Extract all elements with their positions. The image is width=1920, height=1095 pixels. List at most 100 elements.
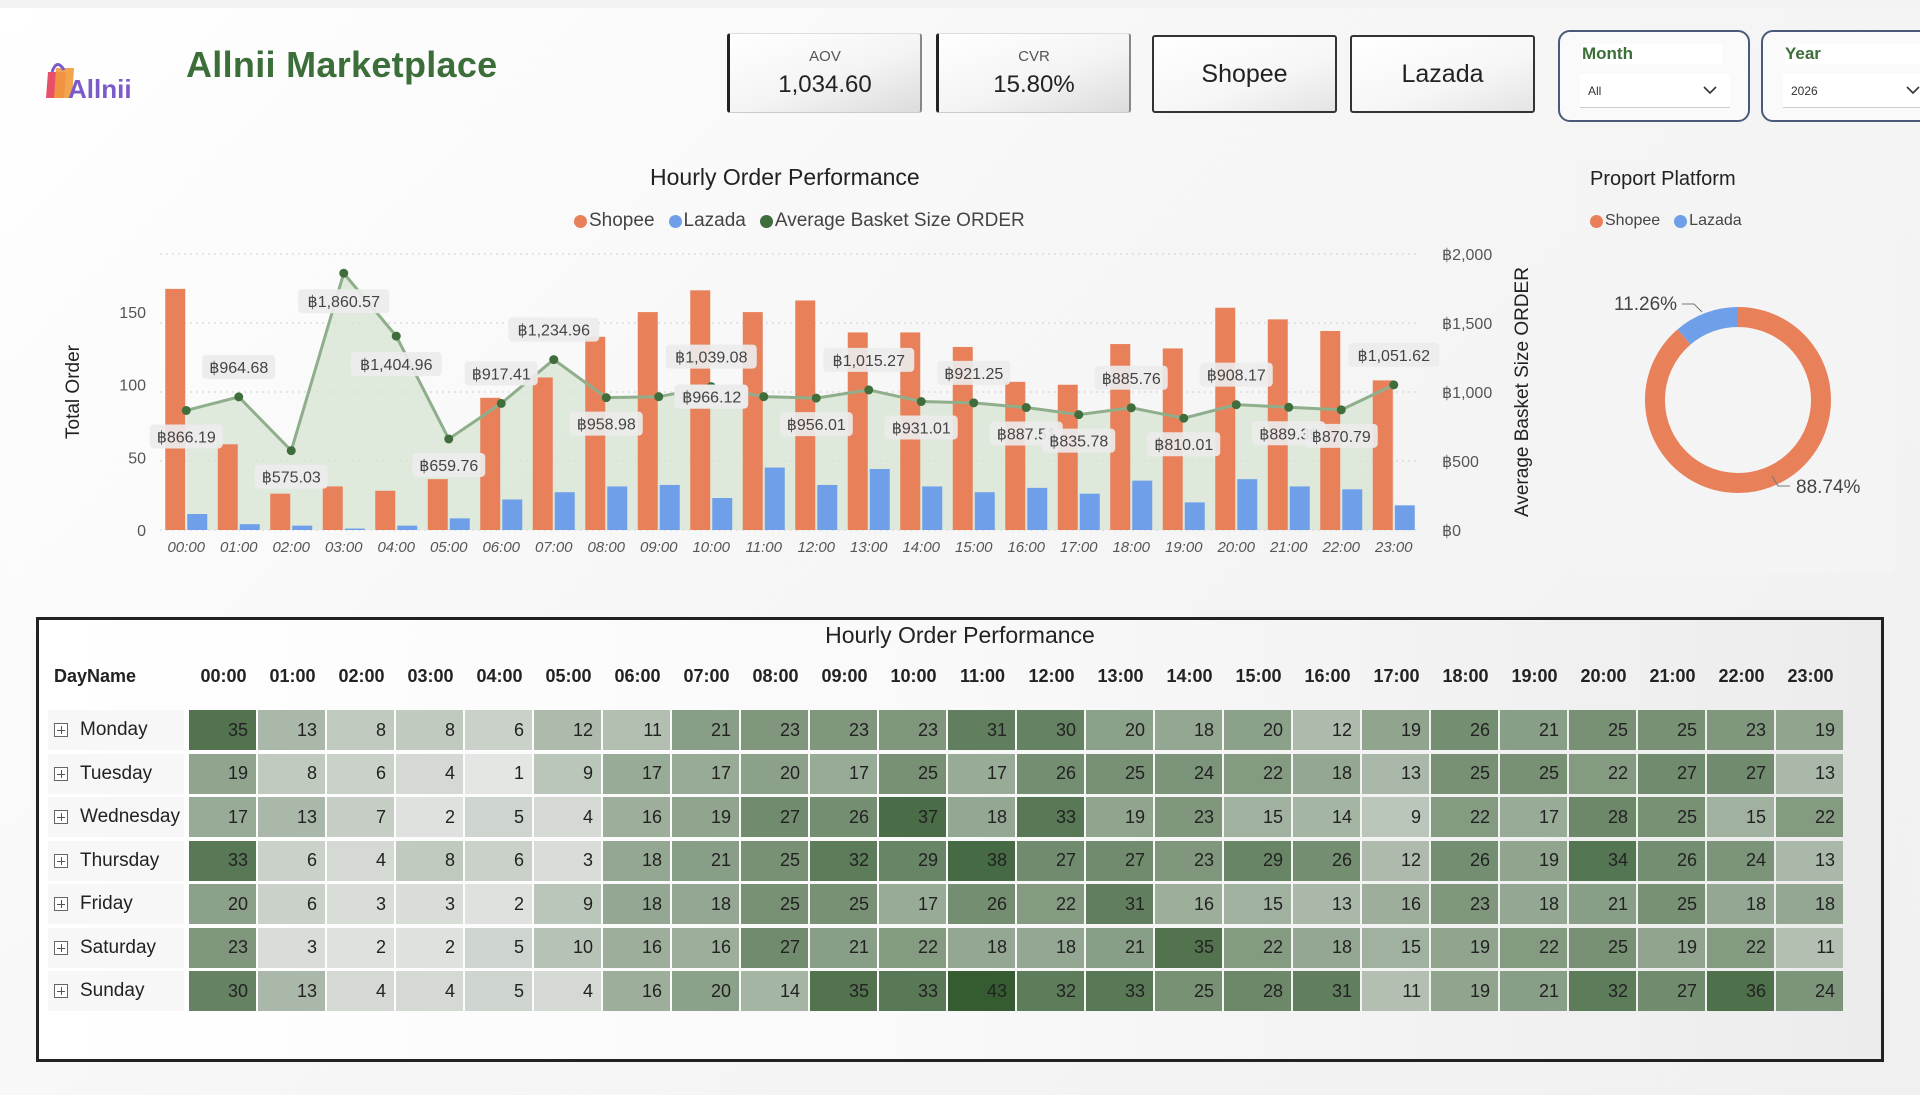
x-tick-label: 14:00 (902, 539, 940, 556)
matrix-column-header[interactable]: 23:00 (1787, 665, 1834, 686)
matrix-cell: 5 (465, 971, 532, 1011)
bar-shopee (427, 479, 448, 530)
basket-label-bg (1042, 428, 1116, 453)
basket-point (1336, 405, 1346, 415)
matrix-column-header[interactable]: 07:00 (683, 665, 730, 686)
matrix-cell: 25 (1638, 797, 1705, 837)
matrix-cell: 19 (1086, 797, 1153, 837)
matrix-cell: 31 (1086, 884, 1153, 924)
matrix-cell: 17 (672, 753, 739, 794)
matrix-cell: 27 (741, 797, 808, 837)
expand-plus-icon[interactable] (54, 723, 68, 737)
matrix-cell: 22 (1224, 753, 1291, 794)
matrix-cell: 26 (1293, 840, 1360, 881)
matrix-cell: 22 (1500, 927, 1567, 968)
kpi-value: 1,034.60 (778, 71, 872, 98)
matrix-column-header[interactable]: 13:00 (1097, 665, 1144, 686)
basket-data-label: ฿964.68 (209, 360, 268, 377)
bar-lazada (974, 492, 995, 530)
matrix-cell: 4 (534, 971, 601, 1011)
expand-plus-icon[interactable] (54, 984, 68, 998)
expand-plus-icon[interactable] (54, 897, 68, 911)
legend-item-lazada[interactable]: Lazada (668, 210, 746, 232)
matrix-column-header[interactable]: 12:00 (1028, 665, 1075, 686)
matrix-column-header[interactable]: 20:00 (1580, 665, 1627, 686)
matrix-cell: 25 (810, 884, 877, 924)
matrix-column-header[interactable]: 01:00 (269, 665, 316, 686)
matrix-column-header[interactable]: 15:00 (1235, 665, 1282, 686)
expand-plus-icon[interactable] (54, 766, 68, 781)
combo-chart-title: Hourly Order Performance (650, 164, 920, 190)
matrix-cell: 19 (1500, 840, 1567, 881)
basket-label-bg (1199, 362, 1273, 387)
expand-plus-icon[interactable] (54, 853, 68, 868)
matrix-cell: 7 (327, 797, 394, 837)
matrix-cell: 4 (327, 971, 394, 1011)
matrix-column-header[interactable]: 22:00 (1718, 665, 1765, 686)
matrix-column-header[interactable]: 09:00 (821, 665, 868, 686)
matrix-column-header[interactable]: 03:00 (407, 665, 454, 686)
basket-data-label: ฿1,860.57 (308, 294, 381, 311)
basket-label-bg (1348, 342, 1440, 367)
basket-point (916, 397, 926, 407)
matrix-cell: 10 (534, 927, 601, 968)
y-tick-label: 150 (119, 305, 146, 322)
lazada-button[interactable]: Lazada (1350, 35, 1535, 113)
matrix-cell: 23 (189, 927, 256, 968)
matrix-column-header[interactable]: 19:00 (1511, 665, 1558, 686)
matrix-column-header[interactable]: 16:00 (1304, 665, 1351, 686)
matrix-column-header[interactable]: 02:00 (338, 665, 385, 686)
top-border (0, 0, 1920, 8)
shopee-button[interactable]: Shopee (1152, 35, 1337, 113)
matrix-cell: 21 (810, 927, 877, 968)
matrix-cell: 19 (1431, 971, 1498, 1011)
legend-item-basket[interactable]: Average Basket Size ORDER (759, 210, 1025, 232)
matrix-column-header[interactable]: 06:00 (614, 665, 661, 686)
year-dropdown[interactable]: 2026 (1783, 74, 1920, 108)
basket-point (811, 393, 821, 403)
matrix-column-header[interactable]: 11:00 (959, 665, 1006, 686)
matrix-column-header[interactable]: 21:00 (1649, 665, 1696, 686)
matrix-cell: 25 (1500, 753, 1567, 794)
matrix-cell: 22 (1431, 797, 1498, 837)
legend-item-shopee[interactable]: Shopee (574, 210, 655, 232)
matrix-cell: 43 (948, 971, 1015, 1011)
matrix-column-header[interactable]: 10:00 (890, 665, 937, 686)
basket-label-bg (569, 411, 643, 436)
matrix-column-header[interactable]: 00:00 (200, 665, 247, 686)
bar-shopee (847, 332, 868, 530)
matrix-column-header[interactable]: 04:00 (476, 665, 523, 686)
matrix-cell: 22 (1776, 797, 1843, 837)
matrix-cell: 21 (1086, 927, 1153, 968)
expand-plus-icon[interactable] (54, 940, 68, 955)
matrix-column-header[interactable]: 17:00 (1373, 665, 1420, 686)
donut-card (1576, 162, 1896, 574)
matrix-cell: 13 (1293, 884, 1360, 924)
month-dropdown[interactable]: All (1580, 74, 1730, 108)
legend-item-lazada[interactable]: Lazada (1674, 212, 1742, 230)
legend-item-shopee[interactable]: Shopee (1590, 212, 1660, 230)
chevron-down-icon (1906, 86, 1920, 95)
bar-shopee (1057, 384, 1078, 530)
matrix-cell: 24 (1155, 753, 1222, 794)
matrix-cell: 2 (396, 797, 463, 837)
bar-lazada (922, 486, 943, 530)
matrix-row-header[interactable]: DayName (54, 665, 137, 686)
matrix-cell: 2 (465, 884, 532, 924)
y2-tick-label: ฿1,000 (1442, 385, 1492, 402)
matrix-cell: 18 (948, 927, 1015, 968)
matrix-cell: 25 (879, 753, 946, 794)
bar-shopee (322, 486, 343, 530)
matrix-column-header[interactable]: 18:00 (1442, 665, 1489, 686)
matrix-cell: 27 (1638, 753, 1705, 794)
bar-shopee (1215, 307, 1236, 530)
expand-plus-icon[interactable] (54, 810, 68, 824)
matrix-cell: 18 (603, 884, 670, 924)
basket-label-bg (298, 289, 390, 314)
matrix-column-header[interactable]: 08:00 (752, 665, 799, 686)
matrix-column-header[interactable]: 14:00 (1166, 665, 1213, 686)
kpi-value: 15.80% (993, 71, 1075, 98)
matrix-cell: 9 (1362, 797, 1429, 837)
matrix-cell: 6 (465, 840, 532, 881)
matrix-column-header[interactable]: 05:00 (545, 665, 592, 686)
